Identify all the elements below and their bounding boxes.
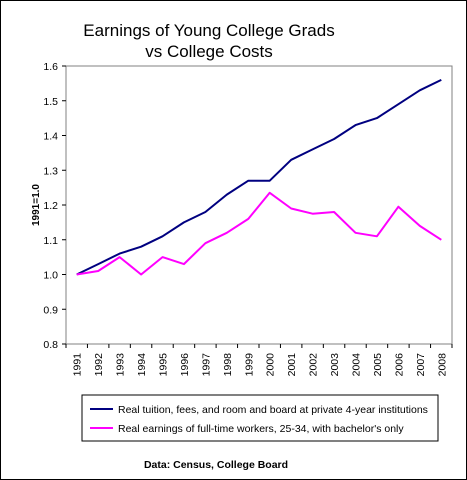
y-axis: 0.8 0.9 1.0 1.1 1.2 1.3 1.4 1.5 1.6 — [43, 61, 66, 351]
x-tick-label: 2006 — [393, 353, 405, 377]
series-line-tuition — [76, 78, 442, 276]
x-tick-label: 2007 — [415, 353, 427, 377]
y-axis-title: 1991=1.0 — [31, 184, 42, 226]
x-tick-label: 1999 — [243, 353, 255, 377]
y-tick-label: 1.4 — [43, 131, 58, 143]
y-tick-label: 1.6 — [43, 61, 58, 73]
y-tick-label: 0.9 — [43, 304, 58, 316]
legend-label-tuition: Real tuition, fees, and room and board a… — [118, 404, 428, 416]
legend-label-earnings: Real earnings of full-time workers, 25-3… — [118, 423, 404, 435]
x-tick-label: 1991 — [72, 353, 84, 377]
series-layer — [76, 78, 442, 276]
legend: Real tuition, fees, and room and board a… — [81, 394, 439, 442]
x-tick-label: 2003 — [329, 353, 341, 377]
x-tick-label: 2005 — [372, 353, 384, 377]
legend-box — [81, 394, 439, 442]
x-tick-label: 1992 — [93, 353, 105, 377]
x-tick-label: 1996 — [179, 353, 191, 377]
x-tick-label: 1994 — [136, 353, 148, 377]
y-tick-label: 1.1 — [43, 235, 58, 247]
x-tick-label: 2004 — [351, 353, 363, 377]
x-tick-label: 2008 — [436, 353, 448, 377]
y-tick-label: 1.3 — [43, 165, 58, 177]
x-tick-label: 2001 — [286, 353, 298, 377]
x-tick-label: 1997 — [200, 353, 212, 377]
chart-title-line-2: vs College Costs — [145, 42, 273, 61]
y-tick-label: 1.0 — [43, 270, 58, 282]
x-tick-label: 2000 — [265, 353, 277, 377]
source-note: Data: Census, College Board — [144, 459, 288, 471]
x-tick-label: 2002 — [308, 353, 320, 377]
x-tick-label: 1993 — [115, 353, 127, 377]
y-tick-label: 0.8 — [43, 339, 58, 351]
chart-title-line-1: Earnings of Young College Grads — [83, 21, 334, 40]
y-tick-label: 1.5 — [43, 96, 58, 108]
x-tick-label: 1995 — [158, 353, 170, 377]
x-tick-label: 1998 — [222, 353, 234, 377]
series-line-earnings — [76, 191, 442, 276]
x-axis: 1991 1992 1993 1994 1995 1996 1997 1998 1999 2000… — [65, 344, 453, 377]
y-tick-label: 1.2 — [43, 200, 58, 212]
